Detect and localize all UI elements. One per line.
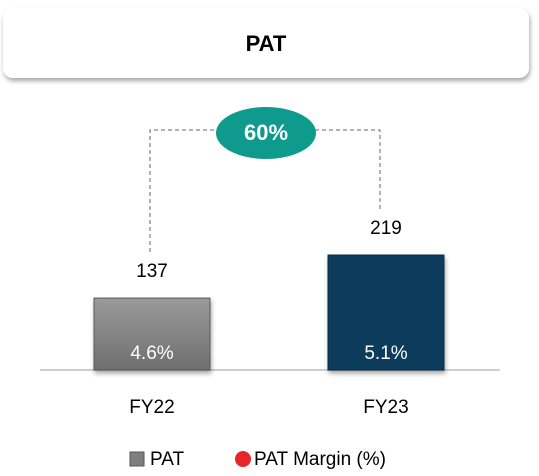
title-box bbox=[3, 8, 529, 78]
legend-swatch bbox=[235, 451, 251, 467]
legend-label: PAT Margin (%) bbox=[254, 449, 386, 470]
chart-title: PAT bbox=[246, 31, 287, 56]
bar bbox=[93, 297, 211, 371]
x-tick-label: FY23 bbox=[363, 397, 408, 418]
x-tick-label: FY22 bbox=[129, 397, 174, 418]
growth-badge bbox=[216, 107, 316, 159]
data-label: 219 bbox=[370, 218, 402, 239]
data-label: 137 bbox=[136, 261, 168, 282]
bar bbox=[327, 254, 445, 371]
legend-swatch bbox=[129, 451, 145, 467]
growth-label: 60% bbox=[244, 120, 288, 145]
growth-bracket bbox=[149, 129, 381, 252]
legend-label: PAT bbox=[150, 449, 185, 470]
margin-label: 4.6% bbox=[130, 343, 173, 364]
margin-label: 5.1% bbox=[364, 343, 407, 364]
